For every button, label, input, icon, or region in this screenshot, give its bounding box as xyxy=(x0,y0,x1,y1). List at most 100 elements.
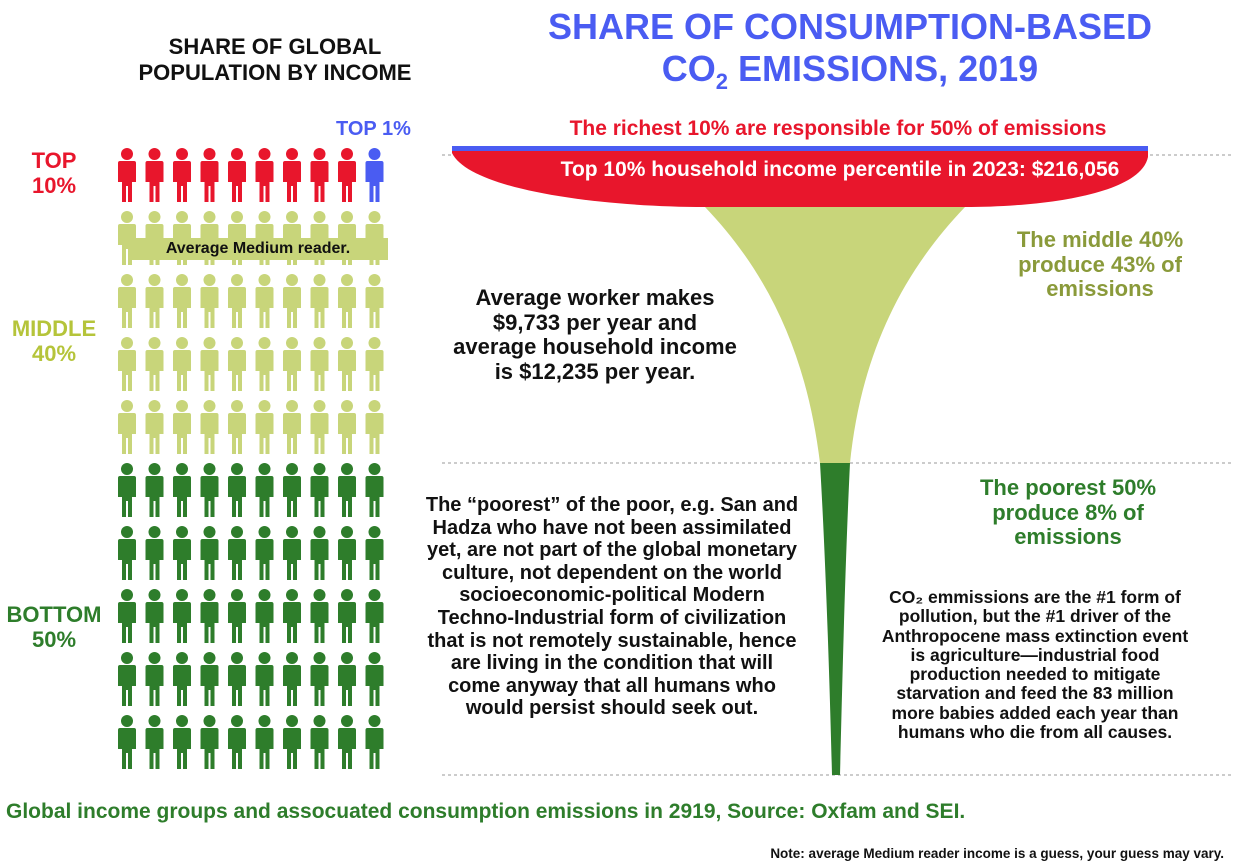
person-icon xyxy=(255,400,274,454)
person-icon xyxy=(228,652,246,706)
person-icon xyxy=(338,526,356,580)
bottom50-label: BOTTOM 50% xyxy=(6,602,102,653)
medium-reader-annotation: Average Medium reader. xyxy=(128,238,388,260)
person-icon xyxy=(118,463,136,517)
person-icon xyxy=(338,148,356,202)
person-icon xyxy=(365,463,384,517)
person-icon xyxy=(365,526,384,580)
top10-income-annotation: Top 10% household income percentile in 2… xyxy=(560,158,1120,181)
person-icon xyxy=(200,715,219,769)
funnel-bottom-segment xyxy=(820,463,850,775)
person-icon xyxy=(338,715,356,769)
person-icon xyxy=(310,589,329,643)
person-icon xyxy=(200,274,219,328)
person-icon xyxy=(338,589,356,643)
person-icon xyxy=(173,148,191,202)
person-icon xyxy=(173,715,191,769)
person-icon xyxy=(118,526,136,580)
person-icon xyxy=(255,148,274,202)
person-icon xyxy=(145,715,164,769)
person-icon xyxy=(255,337,274,391)
footnote: Note: average Medium reader income is a … xyxy=(770,846,1224,861)
person-icon xyxy=(173,652,191,706)
middle-emissions-annotation: The middle 40% produce 43% of emissions xyxy=(1016,227,1184,302)
person-icon xyxy=(365,148,384,202)
person-icon xyxy=(118,337,136,391)
person-icon xyxy=(228,148,246,202)
main-title: SHARE OF CONSUMPTION-BASED CO2 EMISSIONS… xyxy=(520,6,1180,96)
person-icon xyxy=(200,526,219,580)
richest-annotation: The richest 10% are responsible for 50% … xyxy=(569,117,1107,140)
person-icon xyxy=(228,400,246,454)
person-icon xyxy=(228,526,246,580)
person-icon xyxy=(118,652,136,706)
person-icon xyxy=(310,274,329,328)
person-icon xyxy=(283,148,301,202)
person-icon xyxy=(145,274,164,328)
person-icon xyxy=(145,652,164,706)
emissions-funnel xyxy=(440,146,1234,776)
person-icon xyxy=(365,589,384,643)
person-icon xyxy=(283,526,301,580)
person-icon xyxy=(200,148,219,202)
top1-label: TOP 1% xyxy=(336,118,411,140)
person-icon xyxy=(228,715,246,769)
person-icon xyxy=(200,589,219,643)
person-icon xyxy=(338,274,356,328)
person-icon xyxy=(173,337,191,391)
person-icon xyxy=(365,652,384,706)
middle40-label: MIDDLE 40% xyxy=(11,316,97,367)
person-icon xyxy=(310,463,329,517)
person-icon xyxy=(173,400,191,454)
person-icon xyxy=(283,589,301,643)
main-title-line1: SHARE OF CONSUMPTION-BASED xyxy=(547,6,1153,47)
population-chart-title: SHARE OF GLOBAL POPULATION BY INCOME xyxy=(138,34,412,86)
person-icon xyxy=(283,463,301,517)
poorest-emissions-annotation: The poorest 50% produce 8% of emissions xyxy=(979,475,1157,550)
person-icon xyxy=(283,337,301,391)
person-icon xyxy=(283,274,301,328)
person-icon xyxy=(200,400,219,454)
person-icon xyxy=(200,652,219,706)
top10-label: TOP 10% xyxy=(31,148,77,199)
person-icon xyxy=(145,526,164,580)
person-icon xyxy=(200,463,219,517)
person-icon xyxy=(338,652,356,706)
person-icon xyxy=(145,463,164,517)
person-icon xyxy=(310,148,329,202)
person-icon xyxy=(145,589,164,643)
person-icon xyxy=(145,337,164,391)
person-icon xyxy=(283,400,301,454)
person-icon xyxy=(255,589,274,643)
person-icon xyxy=(118,148,136,202)
person-icon xyxy=(255,715,274,769)
person-icon xyxy=(118,589,136,643)
person-icon xyxy=(118,400,136,454)
person-icon xyxy=(145,148,164,202)
person-icon xyxy=(255,526,274,580)
person-icon xyxy=(283,715,301,769)
main-title-subscript: 2 xyxy=(715,69,729,95)
person-icon xyxy=(228,589,246,643)
funnel-top10-segment xyxy=(452,149,1148,207)
population-pictogram xyxy=(118,148,384,769)
main-title-co: CO xyxy=(661,48,716,90)
person-icon xyxy=(118,715,136,769)
person-icon xyxy=(338,463,356,517)
main-title-suffix: EMISSIONS, 2019 xyxy=(728,48,1039,90)
person-icon xyxy=(365,715,384,769)
person-icon xyxy=(283,652,301,706)
person-icon xyxy=(365,274,384,328)
person-icon xyxy=(118,274,136,328)
funnel-middle-segment xyxy=(705,207,965,463)
person-icon xyxy=(173,274,191,328)
person-icon xyxy=(255,274,274,328)
person-icon xyxy=(365,337,384,391)
source-caption: Global income groups and assocuated cons… xyxy=(6,800,966,823)
person-icon xyxy=(310,526,329,580)
person-icon xyxy=(228,274,246,328)
person-icon xyxy=(255,463,274,517)
person-icon xyxy=(173,526,191,580)
person-icon xyxy=(173,463,191,517)
person-icon xyxy=(255,652,274,706)
